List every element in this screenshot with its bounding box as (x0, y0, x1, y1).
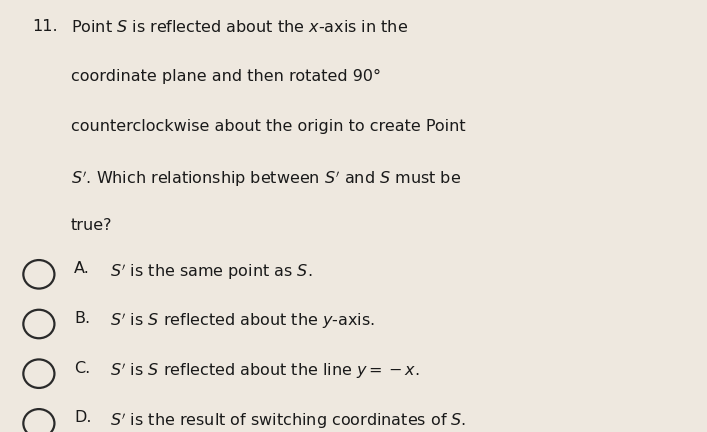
Text: $S'$ is the result of switching coordinates of $S$.: $S'$ is the result of switching coordina… (110, 410, 466, 431)
Text: C.: C. (74, 361, 90, 376)
Text: D.: D. (74, 410, 92, 426)
Text: counterclockwise about the origin to create Point: counterclockwise about the origin to cre… (71, 119, 465, 134)
Text: coordinate plane and then rotated 90°: coordinate plane and then rotated 90° (71, 69, 380, 84)
Text: true?: true? (71, 218, 112, 233)
Text: $S'$ is $S$ reflected about the line $y = -x$.: $S'$ is $S$ reflected about the line $y … (110, 361, 419, 381)
Text: $S'$ is the same point as $S$.: $S'$ is the same point as $S$. (110, 261, 312, 282)
Text: 11.: 11. (32, 19, 57, 35)
Text: A.: A. (74, 261, 90, 276)
Text: B.: B. (74, 311, 90, 326)
Text: $S'$ is $S$ reflected about the $y$-axis.: $S'$ is $S$ reflected about the $y$-axis… (110, 311, 375, 331)
Text: $S'$. Which relationship between $S'$ and $S$ must be: $S'$. Which relationship between $S'$ an… (71, 168, 461, 189)
Text: Point $S$ is reflected about the $x$-axis in the: Point $S$ is reflected about the $x$-axi… (71, 19, 408, 35)
